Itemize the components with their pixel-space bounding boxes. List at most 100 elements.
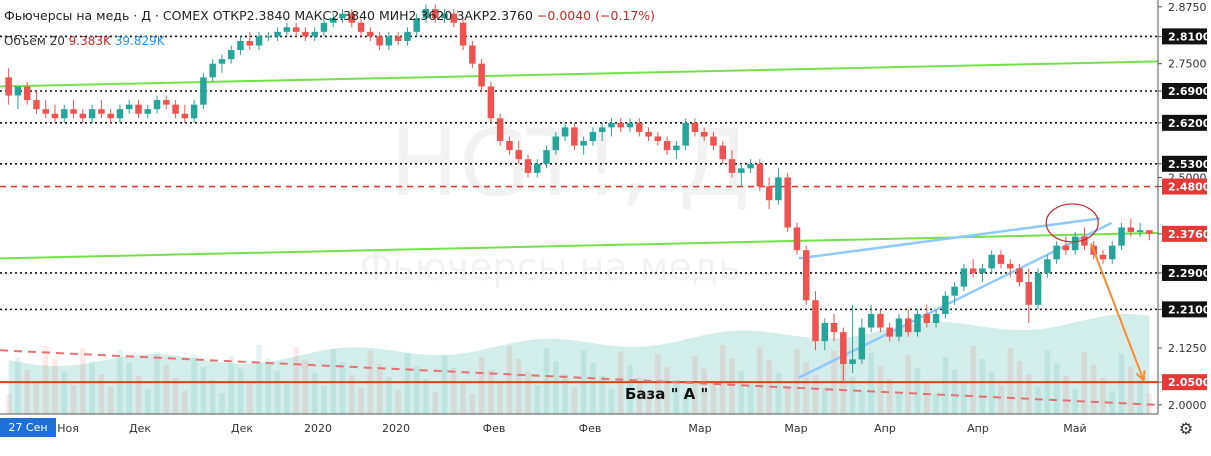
candle-body xyxy=(432,9,439,19)
candle-body xyxy=(181,113,189,119)
price-label-2.1250: 2.1250 xyxy=(1168,342,1207,355)
candle-body xyxy=(561,127,569,137)
time-label: Дек xyxy=(231,422,253,435)
candle-body xyxy=(1007,263,1014,269)
volume-bar xyxy=(1072,389,1078,414)
candle-body xyxy=(830,323,838,333)
gear-icon[interactable]: ⚙ xyxy=(1178,419,1194,438)
candle-body xyxy=(237,40,244,51)
symbol-title[interactable]: Фьючерсы на медь · Д · COMEX xyxy=(4,8,209,23)
volume-bar xyxy=(302,360,309,414)
volume-bar xyxy=(98,374,105,414)
volume-bar xyxy=(42,346,49,414)
candle-body xyxy=(441,13,448,19)
candle-body xyxy=(988,254,995,269)
candle-body xyxy=(515,150,522,160)
price-tag-2.5300 xyxy=(1162,155,1207,172)
price-label-2.5300: 2.5300 xyxy=(1168,158,1211,171)
date-badge: 27 Сен '17 xyxy=(0,418,56,453)
volume-bar xyxy=(191,354,197,414)
candle-body xyxy=(840,332,847,364)
price-label-2.0000: 2.0000 xyxy=(1168,399,1207,412)
volume-value-1: 9.383K xyxy=(68,34,111,48)
candle-body xyxy=(218,59,226,64)
volume-bar xyxy=(107,387,114,414)
volume-bar xyxy=(246,382,253,414)
volume-bar xyxy=(506,346,513,414)
candle-body xyxy=(812,300,819,342)
volume-bar xyxy=(710,382,717,414)
annotation-baza-a: База " А " xyxy=(625,385,708,403)
volume-bar xyxy=(1118,354,1125,414)
candle-body xyxy=(404,31,411,41)
volume-bar xyxy=(553,361,559,414)
volume-bar xyxy=(692,356,698,414)
candle-body xyxy=(645,131,652,137)
volume-bar xyxy=(599,376,605,414)
candle-body xyxy=(886,327,893,337)
candle-body xyxy=(478,63,485,87)
volume-bar xyxy=(729,358,735,414)
candle-body xyxy=(1053,245,1060,260)
volume-bar xyxy=(1007,348,1014,414)
volume-bar xyxy=(914,368,921,414)
volume-bar xyxy=(525,372,531,414)
candle-body xyxy=(784,177,791,228)
time-label: Мар xyxy=(688,422,711,435)
volume-bar xyxy=(441,355,448,414)
candle-body xyxy=(793,227,801,251)
candle-body xyxy=(172,104,179,114)
candle-body xyxy=(469,45,476,64)
candle-body xyxy=(867,313,875,328)
volume-bar xyxy=(1063,376,1069,414)
price-tag-2.6200 xyxy=(1162,114,1207,131)
volume-bar xyxy=(497,383,503,414)
candle-body xyxy=(1081,236,1088,246)
price-label-2.4800: 2.4800 xyxy=(1168,181,1211,194)
price-tag-2.0500 xyxy=(1162,374,1207,391)
volume-bar xyxy=(868,353,874,414)
candle-body xyxy=(1025,282,1033,305)
volume-value-2: 39.829K xyxy=(114,34,165,48)
candle-body xyxy=(255,36,263,46)
candle-body xyxy=(914,313,921,333)
volume-bar xyxy=(655,354,661,414)
candle-body xyxy=(163,100,170,105)
volume-bar xyxy=(478,357,485,414)
volume-bar xyxy=(896,392,902,414)
candle-body xyxy=(61,109,68,119)
volume-bar xyxy=(590,363,596,414)
volume-bar xyxy=(284,384,290,414)
candle-body xyxy=(765,186,773,201)
volume-bar xyxy=(1035,387,1041,414)
candle-body xyxy=(923,313,931,324)
candle-body xyxy=(190,104,198,119)
volume-bar xyxy=(766,360,772,414)
volume-bar xyxy=(998,385,1004,414)
candle-body xyxy=(200,77,207,105)
volume-bar xyxy=(664,367,670,414)
volume-bar xyxy=(413,366,420,414)
candle-body xyxy=(1071,236,1079,251)
candle-body xyxy=(747,163,754,169)
candle-body xyxy=(125,104,133,110)
volume-bar xyxy=(219,393,225,414)
volume-bar xyxy=(515,359,522,414)
volume-bar xyxy=(237,369,244,414)
price-axis-bg xyxy=(1158,0,1211,441)
candle-body xyxy=(608,122,615,128)
candle-body xyxy=(274,31,281,37)
volume-bar xyxy=(979,359,986,414)
candle-body xyxy=(357,22,365,32)
highlight-ellipse xyxy=(1045,203,1099,243)
volume-bar xyxy=(24,370,30,414)
trend-line-0 xyxy=(0,60,1159,88)
candle-body xyxy=(636,122,643,132)
volume-bar xyxy=(775,373,782,414)
candle-body xyxy=(107,113,114,119)
volume-bar xyxy=(821,388,828,414)
candle-body xyxy=(710,136,717,146)
volume-label[interactable]: Объём 20 xyxy=(4,34,65,48)
volume-bar xyxy=(543,348,550,414)
